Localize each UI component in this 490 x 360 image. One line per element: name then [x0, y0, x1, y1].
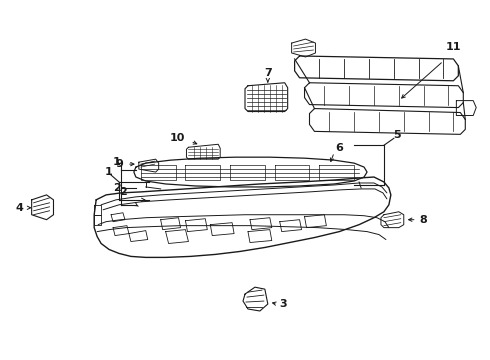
Text: 6: 6 [335, 143, 343, 153]
Text: 2: 2 [119, 187, 127, 197]
Text: 2: 2 [113, 183, 121, 193]
Text: 1: 1 [113, 157, 121, 167]
Text: 9: 9 [115, 159, 123, 169]
Text: 4: 4 [16, 203, 24, 213]
Text: 1: 1 [104, 167, 112, 177]
Text: 5: 5 [393, 130, 401, 140]
Text: 8: 8 [420, 215, 427, 225]
Text: 3: 3 [279, 299, 287, 309]
Text: 7: 7 [264, 68, 271, 78]
Text: 10: 10 [170, 133, 185, 143]
Text: 11: 11 [445, 42, 461, 52]
